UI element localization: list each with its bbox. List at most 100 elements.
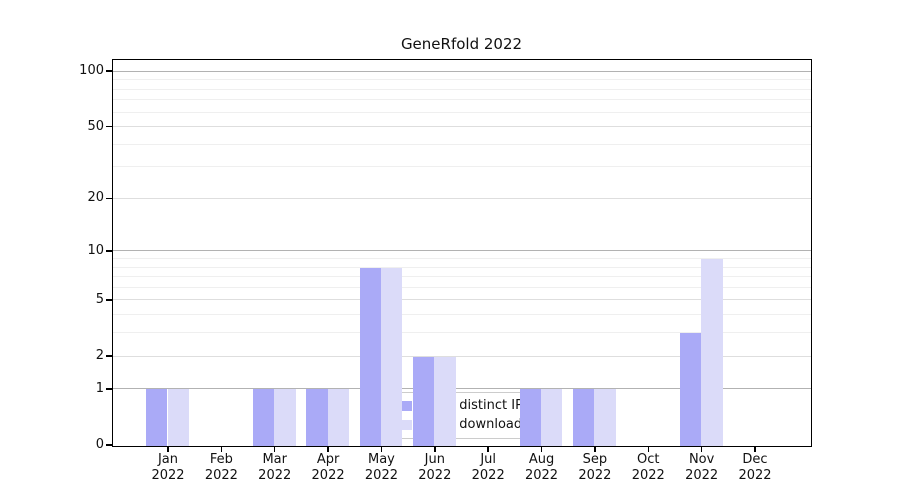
x-tick-month: Sep [582, 452, 608, 467]
bar-distinct-ips-aug [519, 389, 542, 446]
x-tick-label: May 2022 [349, 452, 413, 484]
minor-gridline [112, 99, 811, 101]
major-gridline [112, 299, 811, 301]
x-tick-mark [273, 446, 276, 452]
y-tick-mark [106, 299, 112, 301]
x-tick-month: Aug [528, 452, 555, 467]
x-tick-label: Apr 2022 [296, 452, 360, 484]
minor-gridline [112, 143, 811, 145]
x-tick-month: May [368, 452, 395, 467]
x-tick-mark [754, 446, 756, 452]
x-tick-mark [647, 446, 650, 452]
y-tick-mark [106, 70, 112, 72]
x-tick-year: 2022 [364, 468, 398, 483]
minor-gridline [112, 258, 811, 259]
bar-downloads-sep [594, 389, 616, 446]
major-gridline [112, 197, 811, 199]
bar-downloads-nov [701, 259, 723, 446]
x-tick-month: Oct [637, 452, 660, 467]
minor-gridline [112, 276, 811, 278]
y-tick-mark [106, 444, 112, 446]
major-gridline [112, 70, 811, 72]
minor-gridline [112, 111, 811, 113]
y-tick-label: 2 [95, 348, 104, 364]
x-tick-label: Nov 2022 [670, 452, 734, 484]
x-tick-label: Sep 2022 [563, 452, 627, 484]
x-tick-mark [380, 446, 383, 452]
major-gridline [112, 388, 811, 390]
major-gridline [112, 355, 811, 357]
x-tick-month: Feb [209, 452, 233, 467]
x-tick-mark [167, 446, 169, 452]
x-tick-month: Dec [742, 452, 768, 467]
chart-title: GeneRfold 2022 [400, 35, 523, 53]
minor-gridline [112, 166, 811, 168]
x-tick-year: 2022 [685, 468, 719, 483]
y-tick-label: 20 [87, 190, 104, 206]
x-tick-month: Nov [688, 452, 715, 467]
x-tick-year: 2022 [204, 468, 238, 483]
x-tick-label: Jul 2022 [456, 452, 520, 484]
bar-distinct-ips-nov [679, 333, 702, 446]
x-tick-mark [700, 446, 703, 452]
x-tick-label: Dec 2022 [723, 452, 787, 484]
x-tick-year: 2022 [578, 468, 612, 483]
x-tick-month: Jan [157, 452, 179, 467]
x-tick-mark [487, 446, 489, 452]
plot-area: Nb of distinct IPs Nb of downloads [111, 58, 812, 447]
y-tick-mark [106, 125, 112, 128]
x-tick-month: Apr [316, 452, 340, 467]
major-gridline [112, 126, 811, 128]
y-tick-label: 0 [95, 437, 104, 452]
minor-gridline [112, 266, 811, 268]
bar-downloads-apr [327, 389, 349, 446]
bar-distinct-ips-apr [306, 389, 328, 446]
legend-item: Nb of downloads [385, 417, 530, 432]
x-tick-year: 2022 [524, 468, 559, 483]
x-tick-year: 2022 [311, 468, 345, 483]
y-tick-label: 1 [95, 380, 104, 396]
x-tick-label: Feb 2022 [189, 452, 253, 484]
y-tick-label: 100 [79, 63, 104, 79]
legend-item: Nb of distinct IPs [385, 398, 529, 413]
x-tick-year: 2022 [418, 468, 452, 483]
x-tick-label: Jan 2022 [136, 452, 200, 484]
y-tick-label: 50 [87, 118, 104, 134]
bar-downloads-mar [274, 389, 296, 446]
x-tick-label: Jun 2022 [403, 452, 467, 484]
x-tick-year: 2022 [738, 468, 772, 483]
x-tick-mark [220, 446, 223, 452]
minor-gridline [112, 332, 811, 334]
minor-gridline [112, 79, 811, 81]
bar-downloads-may [380, 267, 403, 446]
y-tick-mark [106, 355, 112, 357]
major-gridline [112, 250, 811, 252]
y-tick-label: 10 [87, 242, 104, 258]
x-tick-year: 2022 [471, 468, 505, 483]
x-tick-month: Mar [262, 452, 287, 467]
minor-gridline [112, 286, 811, 288]
bar-downloads-jan [167, 389, 189, 446]
minor-gridline [112, 314, 811, 316]
y-tick-mark [106, 250, 112, 252]
x-tick-label: Aug 2022 [510, 452, 574, 484]
x-tick-year: 2022 [631, 468, 665, 483]
bar-distinct-ips-sep [573, 389, 595, 446]
x-tick-mark [434, 446, 436, 452]
x-tick-month: Jul [480, 452, 497, 467]
bar-distinct-ips-jan [146, 389, 168, 446]
minor-gridline [112, 88, 811, 90]
bar-distinct-ips-jun [412, 356, 435, 446]
bar-downloads-jun [434, 356, 456, 446]
bar-downloads-aug [541, 389, 563, 446]
bar-distinct-ips-mar [252, 389, 275, 446]
x-tick-label: Oct 2022 [616, 452, 680, 484]
x-tick-label: Mar 2022 [243, 452, 307, 484]
x-tick-year: 2022 [258, 468, 292, 483]
bar-distinct-ips-may [359, 267, 381, 446]
x-tick-mark [594, 446, 596, 452]
y-tick-mark [106, 197, 112, 200]
y-tick-mark [106, 388, 112, 390]
x-tick-year: 2022 [151, 468, 185, 483]
